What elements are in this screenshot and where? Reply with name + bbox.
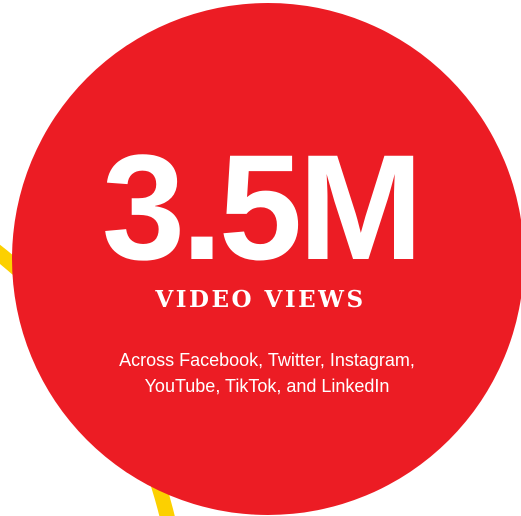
red-circle	[12, 3, 521, 515]
stat-value: 3.5M	[101, 123, 423, 291]
stat-label: VIDEO VIEWS	[155, 286, 366, 313]
stat-description: Across Facebook, Twitter, Instagram, You…	[119, 350, 415, 396]
